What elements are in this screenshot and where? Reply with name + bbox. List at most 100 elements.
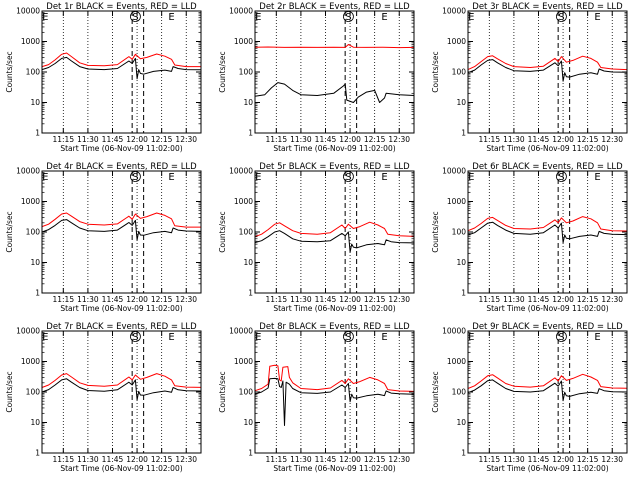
y-tick-label: 100 — [26, 388, 41, 397]
marker-e-label: E — [168, 172, 174, 183]
x-tick-label: 11:45 — [102, 455, 124, 464]
y-tick-label: 10 — [456, 98, 466, 107]
series-lld-line — [41, 212, 201, 228]
x-tick-label: 11:30 — [503, 295, 525, 304]
marker-s-circle — [556, 171, 567, 182]
y-axis-label: Counts/sec — [218, 211, 227, 252]
y-tick-label: 1000 — [234, 37, 253, 46]
x-tick-label: 11:45 — [315, 295, 337, 304]
x-tick-label: 12:15 — [364, 455, 386, 464]
x-tick-label: 11:45 — [528, 135, 550, 144]
y-tick-label: 10 — [30, 98, 40, 107]
marker-s-label: S — [132, 12, 138, 23]
y-axis-label: Counts/sec — [218, 51, 227, 92]
plot-frame — [467, 330, 628, 454]
plot-frame — [254, 170, 415, 294]
panel-det-1: Det 1r BLACK = Events, RED = LLD 1 10 100 10… — [5, 2, 202, 153]
y-tick-label: 10 — [456, 258, 466, 267]
marker-s-label: S — [132, 332, 138, 343]
x-tick-label: 12:30 — [601, 135, 623, 144]
x-axis-label: Start Time (06-Nov-09 11:02:00) — [273, 144, 395, 153]
panel-title: Det 7r BLACK = Events, RED = LLD — [46, 322, 197, 332]
panel-det-6: Det 6r BLACK = Events, RED = LLD 1 10 100 10… — [431, 162, 628, 313]
series-lld-line — [467, 55, 628, 71]
y-tick-label: 10000 — [16, 7, 40, 16]
x-tick-label: 12:15 — [151, 135, 173, 144]
marker-s-label: S — [558, 172, 564, 183]
x-tick-label: 11:30 — [77, 455, 99, 464]
y-tick-label: 1 — [248, 449, 253, 458]
x-tick-label: 12:15 — [577, 455, 599, 464]
marker-e-label: E — [255, 332, 261, 343]
y-tick-label: 100 — [452, 228, 467, 237]
plot-frame — [41, 330, 202, 454]
marker-s-label: S — [345, 172, 351, 183]
x-tick-label: 12:00 — [126, 455, 148, 464]
y-tick-label: 10 — [30, 418, 40, 427]
marker-e-label: E — [42, 332, 48, 343]
marker-e-label: E — [255, 172, 261, 183]
marker-e-label: E — [594, 332, 600, 343]
marker-s-label: S — [132, 172, 138, 183]
x-tick-label: 12:00 — [339, 295, 361, 304]
y-axis-label: Counts/sec — [5, 371, 14, 412]
y-tick-label: 10000 — [229, 167, 253, 176]
y-axis-label: Counts/sec — [5, 51, 14, 92]
y-tick-label: 1 — [248, 129, 253, 138]
marker-e-label: E — [42, 12, 48, 23]
x-tick-label: 12:00 — [552, 135, 574, 144]
y-tick-label: 1 — [461, 129, 466, 138]
series-events-line — [41, 378, 202, 401]
y-axis-label: Counts/sec — [218, 371, 227, 412]
series-lld-line — [467, 216, 628, 232]
y-axis-label: Counts/sec — [431, 371, 440, 412]
x-tick-label: 12:30 — [388, 295, 410, 304]
y-tick-label: 1000 — [447, 357, 466, 366]
panel-title: Det 6r BLACK = Events, RED = LLD — [472, 162, 623, 172]
plot-frame — [254, 330, 415, 454]
x-axis-label: Start Time (06-Nov-09 11:02:00) — [486, 304, 608, 313]
series-lld-line — [254, 44, 415, 49]
y-tick-label: 10000 — [229, 327, 253, 336]
y-tick-label: 1 — [248, 289, 253, 298]
y-tick-label: 10 — [243, 418, 253, 427]
x-tick-label: 11:15 — [265, 135, 287, 144]
x-tick-label: 12:30 — [175, 455, 197, 464]
y-tick-label: 1000 — [447, 197, 466, 206]
x-tick-label: 12:00 — [552, 455, 574, 464]
series-lld-line — [467, 373, 628, 389]
marker-e-label: E — [468, 332, 474, 343]
plot-frame — [41, 10, 202, 134]
x-tick-label: 12:30 — [601, 455, 623, 464]
y-axis-label: Counts/sec — [5, 211, 14, 252]
series-events-line — [254, 82, 415, 103]
marker-e-label: E — [255, 12, 261, 23]
y-axis-label: Counts/sec — [431, 51, 440, 92]
x-tick-label: 11:45 — [102, 135, 124, 144]
y-tick-label: 1000 — [21, 197, 40, 206]
marker-s-circle — [130, 331, 141, 342]
plot-frame — [254, 10, 415, 134]
marker-e-label: E — [381, 172, 387, 183]
x-tick-label: 11:15 — [52, 295, 74, 304]
marker-s-circle — [130, 171, 141, 182]
panel-det-3: Det 3r BLACK = Events, RED = LLD 1 10 100 10… — [431, 2, 628, 153]
panel-det-8: Det 8r BLACK = Events, RED = LLD 1 10 100 10… — [218, 322, 415, 473]
series-events-line — [41, 56, 202, 80]
x-tick-label: 11:45 — [528, 295, 550, 304]
series-events-line — [467, 379, 628, 402]
series-events-line — [467, 59, 628, 82]
series-events-line — [254, 230, 415, 253]
marker-e-label: E — [168, 12, 174, 23]
y-tick-label: 100 — [239, 228, 254, 237]
marker-s-label: S — [558, 12, 564, 23]
x-tick-label: 11:30 — [290, 455, 312, 464]
y-axis-label: Counts/sec — [431, 211, 440, 252]
y-tick-label: 10 — [243, 98, 253, 107]
x-tick-label: 11:45 — [315, 135, 337, 144]
y-tick-label: 1 — [35, 129, 40, 138]
marker-e-label: E — [381, 12, 387, 23]
x-tick-label: 12:30 — [388, 455, 410, 464]
y-tick-label: 100 — [239, 388, 254, 397]
